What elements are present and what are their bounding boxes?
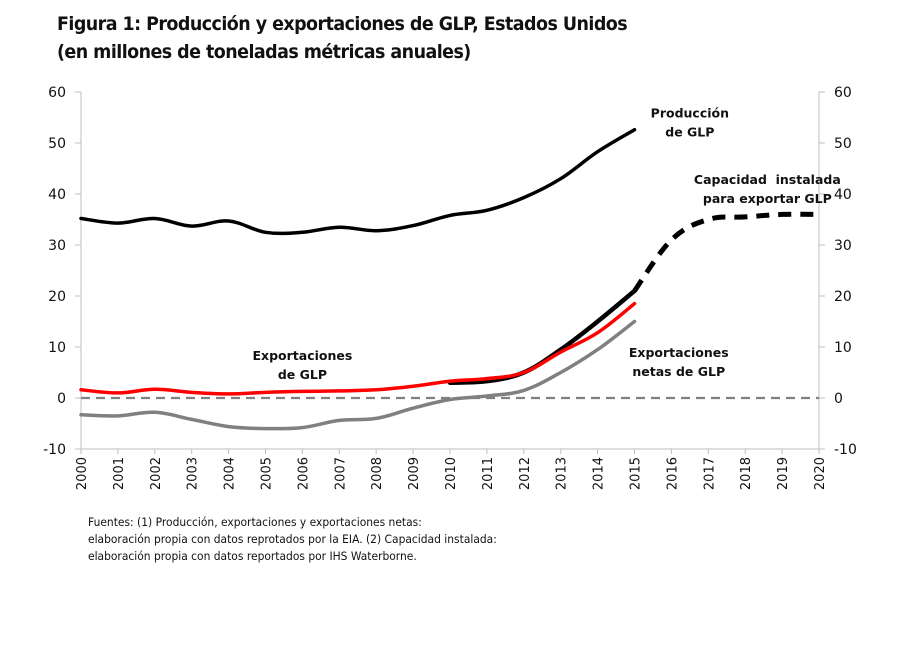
x-tick-label: 2019 bbox=[776, 457, 791, 490]
y-tick-label-right: 40 bbox=[834, 187, 852, 203]
x-tick-label: 2005 bbox=[260, 457, 275, 490]
y-tick-label-left: -10 bbox=[43, 442, 66, 458]
y-tick-label-right: 50 bbox=[834, 136, 852, 152]
annotation-label: para exportar GLP bbox=[703, 191, 832, 206]
x-tick-label: 2010 bbox=[444, 457, 459, 490]
x-tick-label: 2011 bbox=[481, 457, 496, 490]
y-tick-label-right: -10 bbox=[834, 442, 857, 458]
annotation-label: de GLP bbox=[278, 367, 327, 382]
x-tick-label: 2012 bbox=[518, 457, 533, 490]
annotation-label: Producción bbox=[651, 106, 729, 121]
x-tick-label: 2014 bbox=[592, 457, 607, 490]
series-line-capacidad-dashed bbox=[632, 211, 820, 293]
annotation-layer: Producción de GLP Capacidad instalada para … bbox=[252, 106, 840, 382]
x-tick-label: 2013 bbox=[555, 457, 570, 490]
source-line-3: elaboración propia con datos reportados … bbox=[88, 549, 417, 563]
y-tick-label-right: 60 bbox=[834, 85, 852, 101]
annotation-label: Capacidad instalada bbox=[694, 172, 841, 187]
series-line-exportaciones-netas-de-glp bbox=[79, 319, 637, 431]
y-tick-label-left: 10 bbox=[48, 340, 66, 356]
x-tick-label: 2017 bbox=[702, 457, 717, 490]
x-tick-label: 2020 bbox=[813, 457, 828, 490]
source-line-1: Fuentes: (1) Producción, exportaciones y… bbox=[88, 515, 422, 529]
x-tick-label: 2002 bbox=[149, 457, 164, 490]
x-tick-label: 2004 bbox=[223, 457, 238, 490]
x-tick-label: 2001 bbox=[112, 457, 127, 490]
chart-title-line-1: Figura 1: Producción y exportaciones de … bbox=[57, 13, 628, 35]
annotation-label: Exportaciones bbox=[629, 345, 729, 360]
y-tick-label-left: 20 bbox=[48, 289, 66, 305]
y-tick-label-right: 10 bbox=[834, 340, 852, 356]
chart-title: Figura 1: Producción y exportaciones de … bbox=[57, 10, 628, 66]
y-tick-label-left: 0 bbox=[57, 391, 66, 407]
x-tick-label: 2007 bbox=[333, 457, 348, 490]
y-tick-label-left: 50 bbox=[48, 136, 66, 152]
y-tick-label-left: 60 bbox=[48, 85, 66, 101]
x-tick-label: 2015 bbox=[629, 457, 644, 490]
annotation-label: Exportaciones bbox=[252, 348, 352, 363]
series-layer bbox=[79, 127, 820, 431]
annotation-label: de GLP bbox=[665, 125, 714, 140]
x-tick-label: 2000 bbox=[75, 457, 90, 490]
y-tick-label-left: 30 bbox=[48, 238, 66, 254]
y-tick-label-right: 20 bbox=[834, 289, 852, 305]
annotation-label: netas de GLP bbox=[632, 364, 725, 379]
x-tick-label: 2009 bbox=[407, 457, 422, 490]
y-tick-label-left: 40 bbox=[48, 187, 66, 203]
x-tick-label: 2006 bbox=[296, 457, 311, 490]
x-tick-label: 2003 bbox=[186, 457, 201, 490]
x-tick-label: 2016 bbox=[665, 457, 680, 490]
x-tick-label: 2018 bbox=[739, 457, 754, 490]
series-line-produccion-de-glp bbox=[79, 127, 637, 236]
axes: -10 0 10 20 30 40 50 60 -10 0 10 20 30 40 50 60 2000 2001… bbox=[43, 85, 857, 490]
y-tick-label-right: 30 bbox=[834, 238, 852, 254]
chart-title-line-2: (en millones de toneladas métricas anual… bbox=[57, 41, 471, 63]
y-tick-label-right: 0 bbox=[834, 391, 843, 407]
x-tick-label: 2008 bbox=[370, 457, 385, 490]
source-note: Fuentes: (1) Producción, exportaciones y… bbox=[88, 514, 497, 565]
source-line-2: elaboración propia con datos reprotados … bbox=[88, 532, 497, 546]
series-line-capacidad-solid bbox=[447, 288, 637, 385]
series-line-exportaciones-de-glp bbox=[79, 301, 637, 396]
